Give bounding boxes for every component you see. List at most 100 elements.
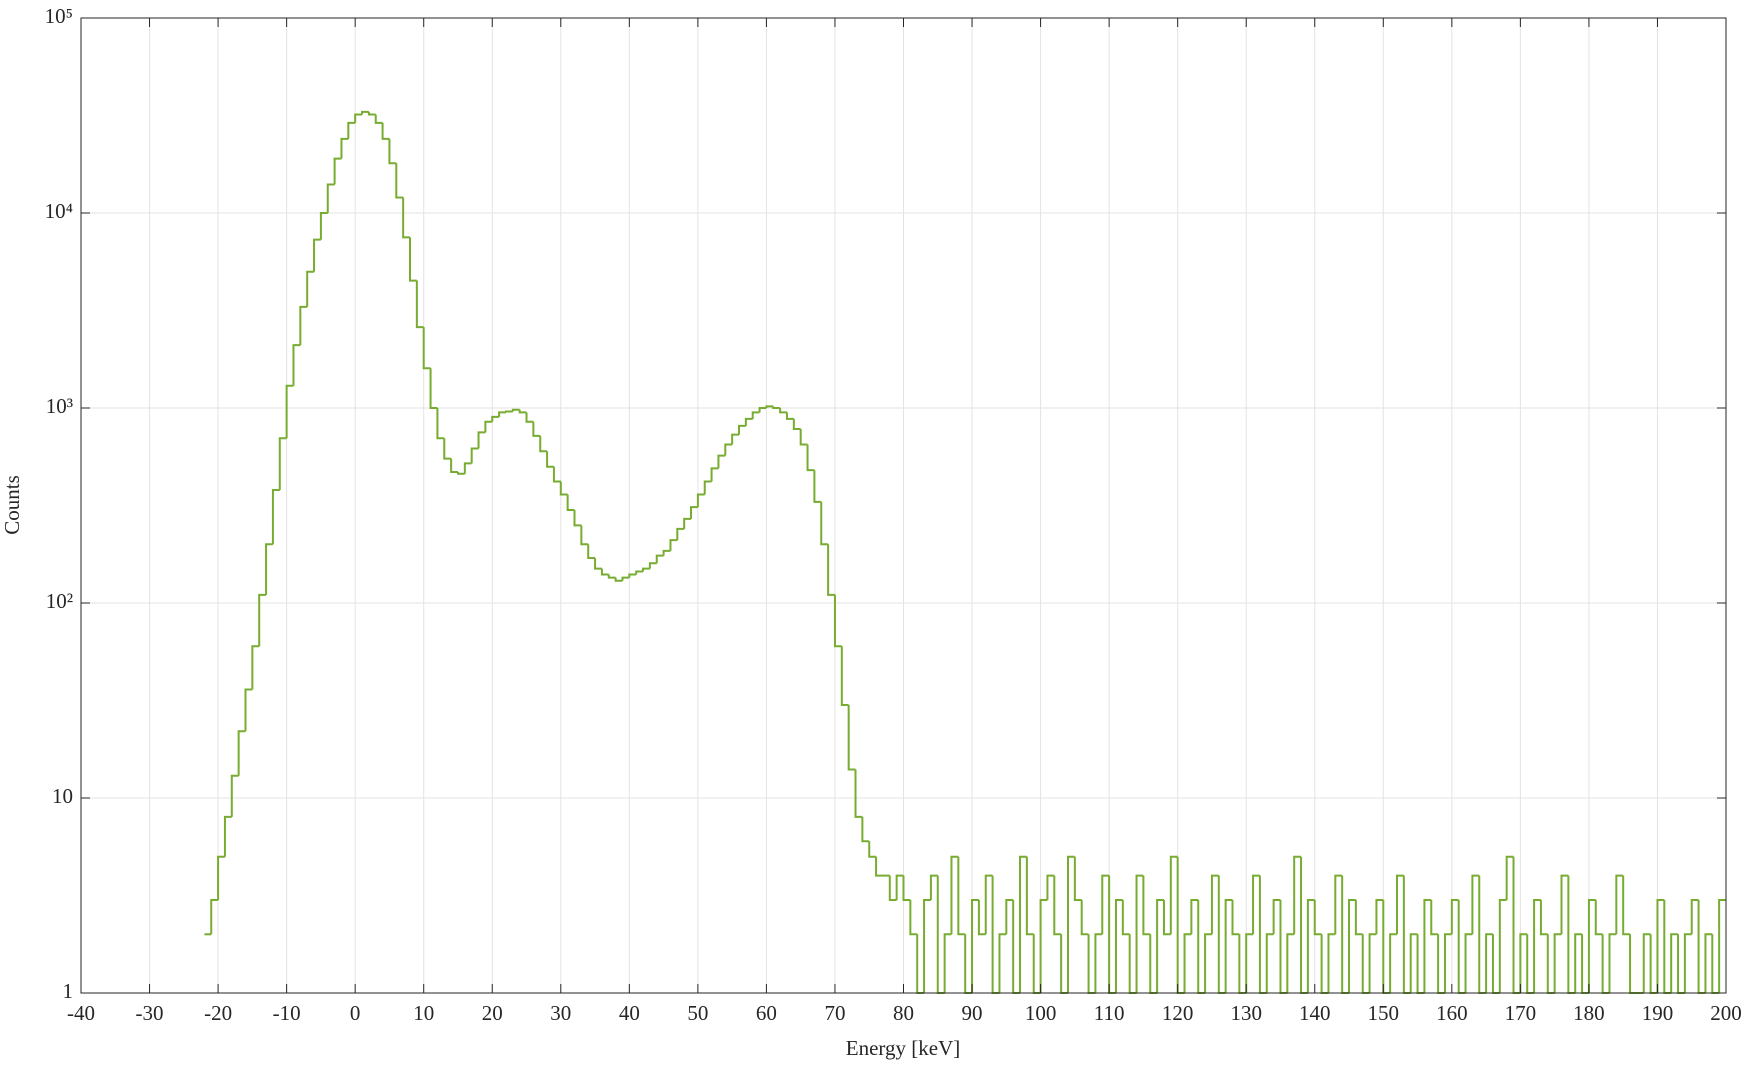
histogram-step	[1587, 898, 1596, 993]
histogram-step	[1348, 898, 1356, 993]
histogram-step	[600, 568, 609, 576]
histogram-step	[1176, 856, 1185, 994]
histogram-step	[1149, 934, 1158, 994]
x-tick-label: 40	[619, 1001, 640, 1025]
histogram-step	[546, 451, 554, 468]
histogram-step	[388, 138, 397, 165]
x-tick-label: 50	[687, 1001, 708, 1025]
histogram-step	[470, 447, 479, 464]
histogram-step	[1142, 875, 1151, 936]
histogram-step	[806, 444, 815, 472]
histogram-step	[1622, 875, 1631, 936]
histogram-step	[792, 418, 801, 431]
histogram-step	[1190, 898, 1199, 935]
histogram-step	[943, 933, 952, 993]
histogram-step	[1272, 898, 1281, 935]
histogram-step	[1162, 899, 1171, 936]
histogram-step	[703, 480, 712, 495]
histogram-step	[820, 501, 829, 546]
histogram-step	[1491, 934, 1500, 994]
histogram-step	[1279, 899, 1288, 994]
histogram-step	[998, 933, 1007, 993]
x-tick-label: 100	[1025, 1001, 1057, 1025]
histogram-step	[744, 417, 753, 426]
x-tick-label: 120	[1162, 1001, 1194, 1025]
histogram-step	[1368, 933, 1377, 993]
histogram-step	[1060, 934, 1068, 994]
histogram-step	[936, 875, 945, 994]
histogram-step	[758, 407, 767, 413]
histogram-step	[415, 280, 424, 329]
histogram-step	[977, 899, 986, 936]
y-tick-label: 1	[63, 979, 74, 1003]
histogram-step	[1252, 874, 1260, 935]
histogram-step	[361, 110, 369, 115]
histogram-step	[1217, 875, 1226, 994]
histogram-step	[1258, 875, 1267, 994]
histogram-step	[1670, 933, 1679, 993]
histogram-step	[731, 433, 739, 445]
histogram-step	[518, 409, 527, 414]
histogram-step	[223, 815, 232, 857]
histogram-step	[1286, 933, 1295, 993]
histogram-step	[1025, 856, 1034, 936]
histogram-step	[498, 411, 506, 417]
x-tick-label: 170	[1505, 1001, 1537, 1025]
y-axis-label: Counts	[0, 475, 24, 535]
histogram-step	[1690, 898, 1699, 935]
histogram-step	[1594, 899, 1603, 936]
histogram-step	[628, 573, 637, 578]
histogram-step	[1012, 899, 1021, 994]
histogram-step	[313, 238, 321, 272]
histogram-step	[1430, 899, 1439, 936]
histogram-step	[594, 558, 602, 570]
histogram-step	[1320, 934, 1329, 994]
histogram-step	[1711, 934, 1720, 994]
histogram-step	[1629, 934, 1637, 994]
histogram-step	[292, 344, 301, 386]
histogram-step	[333, 157, 342, 185]
histogram-step	[258, 593, 267, 647]
histogram-step	[1046, 874, 1055, 900]
x-tick-label: -40	[67, 1001, 95, 1025]
histogram-step	[1649, 934, 1658, 994]
histogram-step	[710, 467, 719, 482]
histogram-step	[525, 412, 534, 423]
histogram-step	[251, 645, 260, 690]
histogram-step	[696, 493, 705, 508]
histogram-step	[580, 525, 589, 546]
histogram-step	[724, 443, 733, 456]
histogram-step	[1642, 933, 1651, 993]
histogram-step	[422, 327, 431, 370]
histogram-step	[1478, 875, 1487, 994]
histogram-step	[566, 494, 575, 511]
histogram-step	[1533, 898, 1541, 993]
histogram-step	[772, 406, 781, 409]
histogram-step	[1697, 899, 1706, 994]
histogram-step	[840, 646, 849, 706]
histogram-step	[751, 411, 760, 419]
histogram-step	[1608, 933, 1617, 993]
histogram-step	[1032, 934, 1041, 994]
histogram-step	[779, 408, 787, 414]
histogram-step	[1361, 934, 1370, 994]
histogram-step	[1121, 899, 1130, 936]
histogram-step	[614, 577, 623, 582]
histogram-step	[573, 509, 582, 527]
x-tick-label: 200	[1710, 1001, 1742, 1025]
histogram-step	[559, 481, 568, 496]
histogram-step	[971, 898, 979, 993]
histogram-step	[676, 527, 685, 541]
histogram-step	[244, 688, 253, 732]
histogram-step	[1396, 874, 1404, 935]
x-axis-label: Energy [keV]	[846, 1036, 961, 1060]
histogram-step	[1443, 933, 1452, 993]
histogram-step	[799, 429, 808, 446]
x-tick-label: 90	[962, 1001, 983, 1025]
histogram-step	[642, 567, 650, 572]
histogram-step	[813, 470, 822, 503]
histogram-step	[436, 408, 445, 440]
histogram-step	[1389, 933, 1397, 993]
histogram-step	[607, 574, 616, 579]
